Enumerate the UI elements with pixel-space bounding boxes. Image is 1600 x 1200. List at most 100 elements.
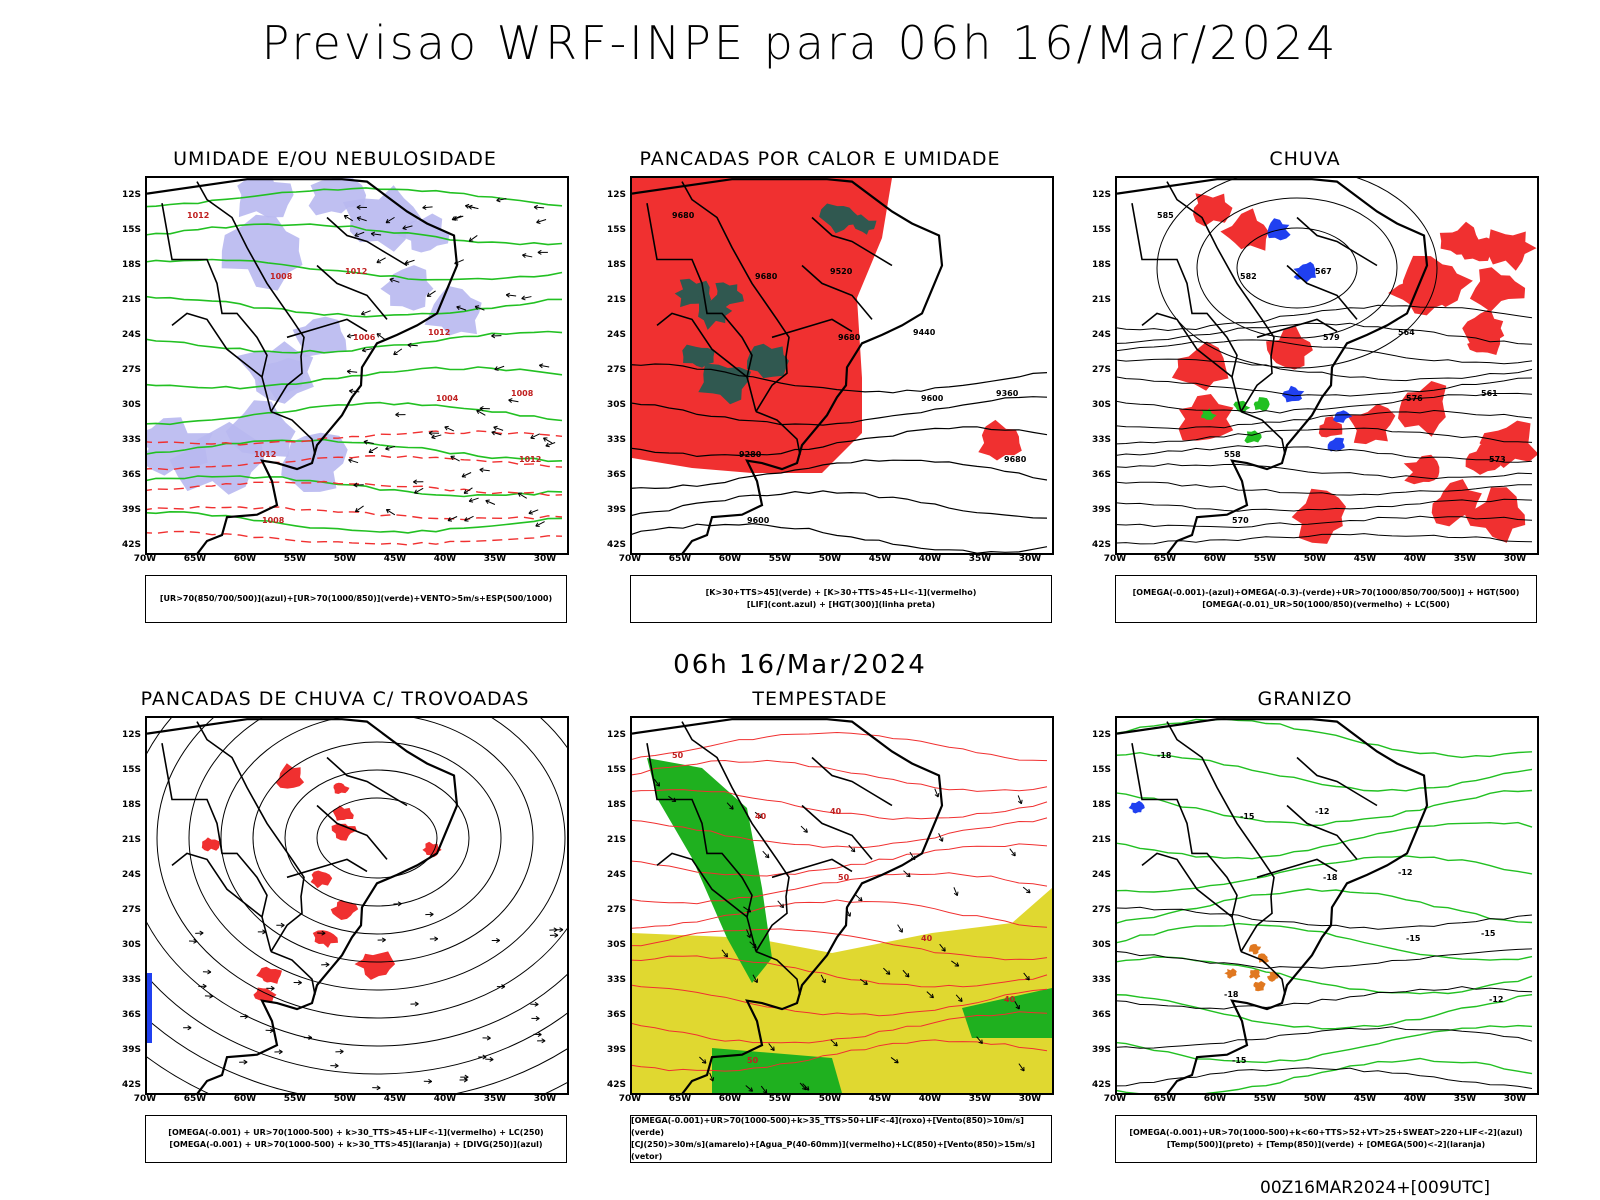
omega-area [1332, 410, 1353, 423]
lat-tick-label: 24S [1091, 330, 1111, 340]
precipitable-water-contour [632, 872, 1048, 905]
political-border [771, 858, 853, 879]
political-border [161, 203, 272, 412]
omega-area [1282, 385, 1305, 403]
wind-vector [545, 442, 556, 448]
lon-tick-label: 35W [1453, 1094, 1477, 1104]
contour-label: 40 [755, 812, 767, 821]
wind-vector [653, 778, 661, 787]
legend-line: [OMEGA(-0.001) + UR>70(1000-500) + k>30_… [169, 1140, 543, 1149]
lat-tick-label: 39S [606, 1045, 626, 1055]
wind-vector [530, 433, 540, 440]
lat-tick-label: 24S [606, 870, 626, 880]
political-border [196, 181, 305, 413]
wind-vector [476, 409, 486, 416]
streamline-arrow [266, 985, 275, 991]
wind-vector [754, 811, 763, 819]
omega-strong-area [1201, 408, 1217, 420]
temp500-contour [1117, 986, 1533, 1010]
wind-vector [376, 333, 386, 340]
humidity-shade [424, 285, 482, 336]
contour-label: 582 [1240, 272, 1257, 281]
hgt500-contour [1117, 304, 1533, 332]
streamline-arrow [478, 1054, 487, 1060]
wind-vector [897, 924, 903, 933]
contour-label: 40 [1004, 995, 1016, 1004]
lat-tick-label: 39S [121, 1045, 141, 1055]
coastline [147, 718, 459, 1093]
humidity-contour [147, 258, 563, 281]
contour-label: 1008 [270, 272, 293, 281]
wind-vector [354, 231, 365, 238]
political-border [171, 312, 263, 378]
panel-pancadas-calor: PANCADAS POR CALOR E UMIDADE 9680 9680 9680… [580, 148, 1060, 628]
political-border [286, 858, 368, 879]
rain-area [1193, 193, 1233, 227]
streamline-arrow [459, 1077, 468, 1083]
wind-vector [376, 257, 386, 264]
lon-tick-label: 55W [283, 1094, 307, 1104]
hgt300-contour [632, 396, 1048, 426]
lat-tick-label: 12S [1091, 190, 1111, 200]
rain-area [1347, 403, 1396, 445]
political-border [1141, 852, 1233, 918]
lon-tick-label: 55W [768, 1094, 792, 1104]
humidity-contour [147, 223, 563, 246]
precipitable-water-contour [632, 1011, 1048, 1044]
humidity-contour [147, 438, 563, 463]
wind-vector [699, 1056, 707, 1064]
wind-vector [491, 333, 502, 339]
wind-vector [385, 216, 395, 224]
contour-label: 1008 [511, 389, 534, 398]
political-border [171, 852, 263, 918]
lat-tick-label: 33S [121, 435, 141, 445]
rain-area [1220, 208, 1269, 251]
lon-tick-label: 50W [818, 554, 842, 564]
political-border [1240, 410, 1286, 455]
wind-vector [413, 479, 424, 485]
political-border [286, 318, 368, 339]
contour-label: 9280 [739, 450, 762, 459]
lat-tick-label: 18S [1091, 260, 1111, 270]
political-border [681, 181, 790, 413]
contour-label: 9600 [747, 516, 770, 525]
lon-tick-label: 50W [1303, 554, 1327, 564]
political-border [1256, 318, 1338, 339]
legend-box: [OMEGA(-0.001)+UR>70(1000-500)+k<60+TTS>… [1115, 1115, 1537, 1163]
political-border [1240, 950, 1286, 995]
political-border [1166, 721, 1275, 953]
streamline-arrow [554, 927, 564, 933]
streamline-arrow [303, 1035, 313, 1041]
lat-tick-label: 42S [1091, 1080, 1111, 1090]
lon-tick-label: 30W [533, 1094, 557, 1104]
lon-tick-label: 40W [918, 1094, 942, 1104]
streamline-arrow [531, 1015, 540, 1021]
wind-vector [883, 967, 891, 975]
lat-tick-label: 42S [121, 1080, 141, 1090]
rain-area [1266, 326, 1313, 370]
wind850-area [712, 1048, 842, 1093]
wind-vector [1017, 795, 1023, 805]
panel-pancadas-trovoadas: PANCADAS DE CHUVA C/ TROVOADAS 12S 15S 18S 2… [95, 688, 575, 1168]
legend-box: [OMEGA(-0.001)-(azul)+OMEGA(-0.3)-(verde… [1115, 575, 1537, 623]
political-border [681, 721, 790, 953]
lon-tick-label: 40W [918, 554, 942, 564]
map-frame: 9680 9680 9680 9600 9680 9600 9520 9440 9360 9280 [630, 176, 1054, 555]
temp500-contour [1117, 906, 1533, 930]
political-border [656, 312, 748, 378]
wind-vector [444, 425, 455, 432]
lon-tick-label: 35W [968, 1094, 992, 1104]
streamline-250 [188, 718, 566, 991]
panel-umidade: UMIDADE E/OU NEBULOSIDADE 1012 1008 1006 100… [95, 148, 575, 628]
rain-area [1469, 267, 1526, 312]
hgt500-contour [1156, 178, 1438, 369]
panel-title: CHUVA [1269, 148, 1341, 170]
wind-vector [951, 960, 960, 967]
political-border [1256, 858, 1338, 879]
streamline-arrow [530, 1001, 539, 1007]
wind-vector [363, 439, 374, 445]
rain-area [1171, 341, 1229, 391]
hgt300-contour [632, 363, 1048, 394]
lat-tick-label: 30S [606, 940, 626, 950]
legend-line: [LIF](cont.azul) + [HGT(300)](linha pret… [746, 600, 936, 609]
